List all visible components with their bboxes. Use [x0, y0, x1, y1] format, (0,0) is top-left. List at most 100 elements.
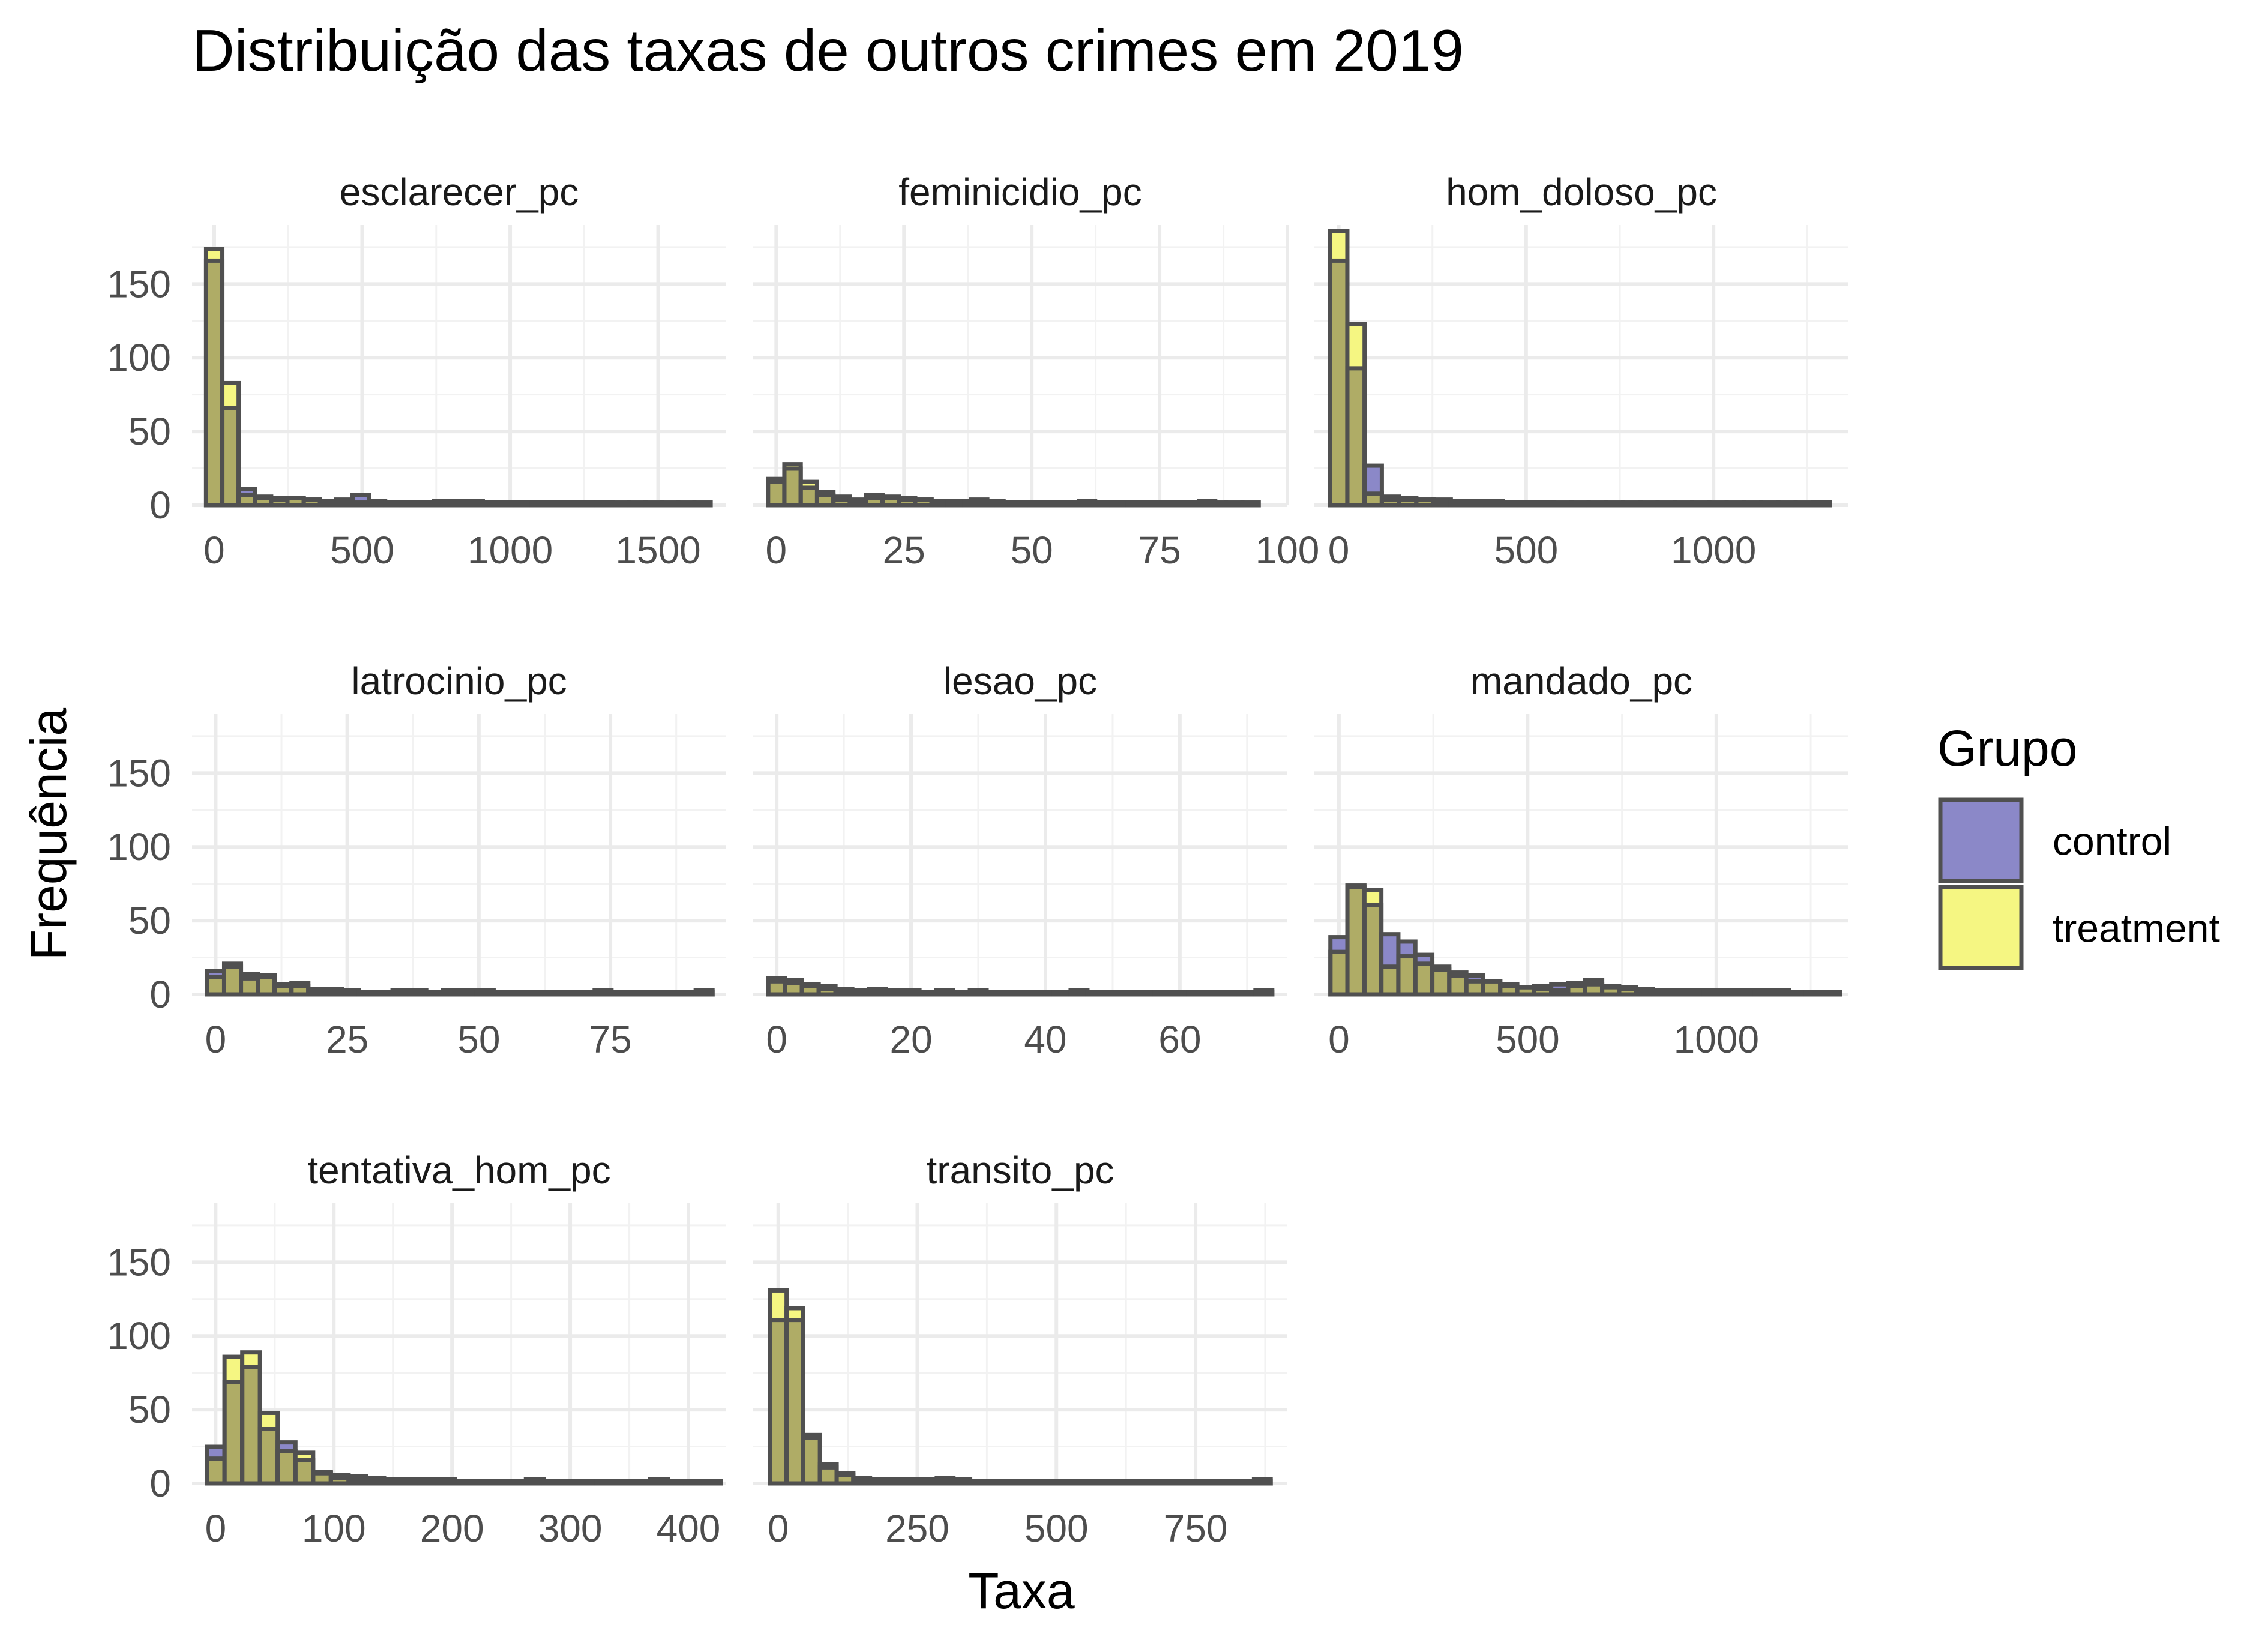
legend: Grupo control treatment [1937, 720, 2220, 970]
bar-overlap [1416, 499, 1434, 505]
bar-control [1398, 941, 1416, 957]
histogram-bin [1109, 500, 1130, 508]
histogram-bin [400, 1477, 422, 1486]
bar-outline-treatment [917, 990, 939, 997]
histogram-bin [578, 500, 599, 508]
histogram-bin [1583, 978, 1605, 997]
histogram-bin [1379, 932, 1401, 997]
histogram-bin [692, 500, 713, 508]
facet-label: latrocinio_pc [351, 659, 567, 703]
bar-control [1330, 937, 1348, 952]
bar-outline-treatment [1203, 990, 1224, 997]
bar-outline-treatment [1102, 990, 1123, 997]
bar-outline-treatment [1077, 499, 1098, 508]
x-tick-label: 20 [889, 1018, 932, 1061]
bar-overlap [271, 499, 288, 505]
bar-outline-treatment [1001, 1479, 1023, 1486]
histogram-bin [1175, 500, 1196, 508]
bar-control [241, 974, 258, 979]
histogram-bin [488, 1479, 511, 1486]
bar-outline-treatment [1027, 500, 1048, 508]
bar-outline-treatment [968, 1479, 989, 1486]
histogram-bin [610, 500, 632, 508]
bar-outline-treatment [317, 500, 338, 508]
histogram-bin [1396, 939, 1418, 997]
bar-outline-control [1552, 500, 1574, 508]
histogram-bin [951, 1477, 973, 1486]
bar-outline-control [643, 500, 664, 508]
histogram-bin [453, 1479, 475, 1486]
histogram-bin [768, 1288, 789, 1486]
histogram-bin [918, 1477, 939, 1486]
bar-overlap [1449, 975, 1467, 994]
histogram-bin [1651, 988, 1673, 997]
bar-overlap [224, 966, 241, 994]
histogram-bin [1185, 1479, 1206, 1486]
histogram-bin [317, 499, 338, 508]
bar-overlap [304, 499, 320, 505]
bar-outline-treatment [1345, 322, 1367, 508]
x-tick-label: 40 [1024, 1018, 1066, 1061]
bar-outline-treatment [471, 1479, 493, 1486]
histogram-bin [1118, 1479, 1140, 1486]
histogram-bin [1125, 500, 1147, 508]
histogram-bin [612, 1479, 634, 1486]
bar-overlap [1398, 956, 1416, 994]
bar-outline-control [1621, 500, 1643, 508]
histogram-bin [1811, 500, 1832, 508]
histogram-bin [1202, 1479, 1223, 1486]
bar-outline-treatment [1085, 990, 1107, 997]
bar-outline-treatment [542, 990, 564, 997]
bar-overlap [1364, 904, 1382, 994]
histogram-bin [799, 982, 821, 997]
x-tick-label: 0 [205, 1507, 227, 1550]
histogram-bin [474, 988, 496, 997]
bar-outline-treatment [1135, 1479, 1156, 1486]
bar-outline-treatment [1685, 990, 1706, 997]
histogram-bin [328, 1473, 351, 1486]
bar-overlap [1347, 887, 1365, 994]
bar-outline-treatment [1018, 990, 1039, 997]
bar-outline-treatment [885, 1479, 906, 1486]
facet-panel-latrocinio_pc: latrocinio_pc 0 50 100 150 0 25 50 75 [107, 659, 726, 1061]
facet-label: tentativa_hom_pc [307, 1149, 610, 1192]
histogram-bin [1135, 1479, 1156, 1486]
bar-outline-control [1655, 500, 1677, 508]
bar-outline-treatment [508, 990, 530, 997]
facet-label: lesao_pc [943, 659, 1097, 703]
histogram-bin [1119, 990, 1140, 997]
bar-overlap [769, 1320, 787, 1483]
histogram-bin [1218, 1479, 1240, 1486]
facet-panel-transito_pc: transito_pc 0 250 500 750 [753, 1149, 1287, 1550]
histogram-bin [1253, 988, 1275, 997]
bar-overlap [238, 495, 255, 505]
bar-control [277, 1442, 296, 1452]
bar-overlap [768, 981, 786, 994]
bar-outline-treatment [491, 990, 513, 997]
x-tick-label: 0 [768, 1507, 789, 1550]
histogram-bin [627, 500, 648, 508]
histogram-bin [1742, 500, 1763, 508]
histogram-bin [541, 1479, 564, 1486]
bar-outline-control [1742, 500, 1763, 508]
bar-outline-treatment [441, 988, 462, 997]
histogram-bin [984, 1479, 1006, 1486]
x-tick-label: 25 [883, 529, 925, 572]
histogram-bin [643, 990, 664, 997]
bar-outline-treatment [480, 500, 502, 508]
facet-panel-lesao_pc: lesao_pc 0 20 40 60 [753, 659, 1287, 1061]
bar-outline-treatment [513, 500, 534, 508]
histogram-bin [766, 476, 787, 508]
histogram-bin [1668, 988, 1689, 997]
bar-outline-treatment [383, 500, 404, 508]
legend-entry-treatment: treatment [1938, 885, 2220, 970]
histogram-bin [1793, 500, 1815, 508]
bar-outline-treatment [1060, 500, 1081, 508]
histogram-bin [221, 961, 244, 997]
bar-outline-treatment [918, 1479, 939, 1486]
bar-outline-control [627, 500, 648, 508]
bar-outline-treatment [951, 990, 972, 997]
bar-outline-treatment [1811, 500, 1832, 508]
bar-overlap [837, 1474, 853, 1483]
y-tick-label: 0 [149, 484, 171, 527]
